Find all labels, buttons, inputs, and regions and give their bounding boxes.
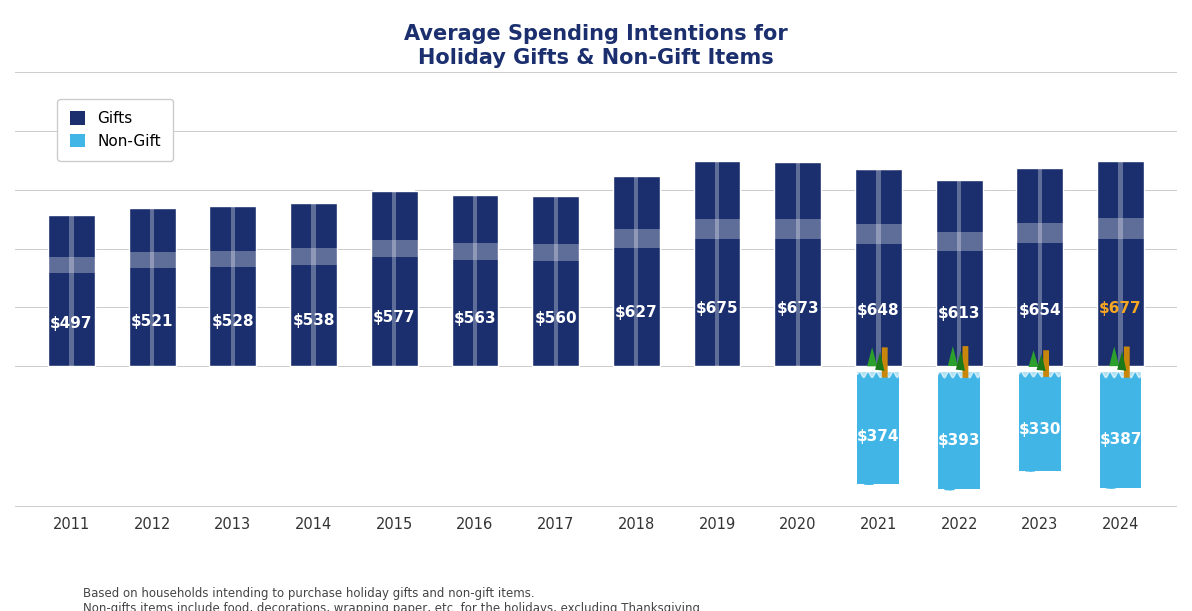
Text: $560: $560 — [534, 311, 577, 326]
Bar — [1017, 167, 1063, 366]
Polygon shape — [857, 369, 900, 378]
Bar — [129, 208, 175, 366]
Bar — [452, 243, 498, 260]
Text: $521: $521 — [131, 314, 173, 329]
Text: $577: $577 — [373, 310, 416, 324]
Text: $613: $613 — [938, 307, 980, 321]
Legend: Gifts, Non-Gift: Gifts, Non-Gift — [57, 99, 173, 161]
Bar — [452, 195, 498, 366]
Text: 2012: 2012 — [134, 516, 170, 532]
Text: $654: $654 — [1018, 303, 1061, 318]
Text: $673: $673 — [776, 301, 819, 316]
Text: 2020: 2020 — [780, 516, 817, 532]
Bar — [48, 257, 95, 273]
Text: 2015: 2015 — [375, 516, 412, 532]
Bar — [311, 203, 316, 366]
Bar — [857, 372, 900, 484]
Bar — [855, 224, 902, 244]
Bar — [473, 195, 477, 366]
Text: $538: $538 — [292, 313, 335, 328]
Text: 2023: 2023 — [1022, 516, 1058, 532]
Text: 2011: 2011 — [52, 516, 91, 532]
Polygon shape — [1110, 346, 1119, 366]
Bar — [1019, 372, 1061, 470]
Text: 2014: 2014 — [294, 516, 333, 532]
Text: $528: $528 — [211, 313, 254, 329]
Polygon shape — [867, 347, 877, 367]
Bar — [290, 203, 337, 366]
FancyBboxPatch shape — [882, 347, 888, 378]
Polygon shape — [1037, 354, 1045, 371]
Text: $677: $677 — [1099, 301, 1142, 316]
Text: 2016: 2016 — [457, 516, 493, 532]
FancyBboxPatch shape — [1043, 350, 1049, 377]
Text: 2021: 2021 — [859, 516, 898, 532]
Polygon shape — [956, 351, 966, 371]
Bar — [371, 191, 417, 366]
Bar — [69, 215, 74, 366]
Polygon shape — [1117, 351, 1126, 371]
Text: Based on households intending to purchase holiday gifts and non-gift items.
Non-: Based on households intending to purchas… — [83, 587, 704, 611]
Bar — [1097, 218, 1144, 239]
Bar — [876, 169, 881, 366]
Bar — [694, 219, 740, 239]
Text: 2018: 2018 — [617, 516, 654, 532]
Bar — [210, 206, 256, 366]
Bar — [634, 176, 639, 366]
Bar — [129, 252, 175, 268]
Bar — [290, 249, 337, 265]
Text: 2013: 2013 — [215, 516, 252, 532]
Bar — [231, 206, 235, 366]
Bar — [1118, 161, 1123, 366]
Text: 2022: 2022 — [940, 516, 977, 532]
Bar — [553, 196, 558, 366]
Bar — [1097, 161, 1144, 366]
Bar — [371, 240, 417, 257]
Text: $627: $627 — [615, 306, 658, 320]
Text: Average Spending Intentions for
Holiday Gifts & Non-Gift Items: Average Spending Intentions for Holiday … — [404, 24, 788, 68]
Text: $648: $648 — [857, 304, 900, 318]
Polygon shape — [938, 369, 980, 378]
Polygon shape — [875, 352, 884, 371]
Text: 2024: 2024 — [1101, 516, 1140, 532]
Bar — [795, 162, 800, 366]
Bar — [936, 180, 982, 366]
Polygon shape — [1099, 369, 1142, 378]
Bar — [775, 219, 821, 240]
Polygon shape — [948, 346, 958, 366]
Polygon shape — [1029, 350, 1038, 367]
Text: $330: $330 — [1019, 422, 1061, 437]
Text: $675: $675 — [696, 301, 738, 316]
Bar — [855, 169, 902, 366]
Text: $393: $393 — [938, 433, 980, 448]
Bar — [533, 196, 579, 366]
Text: $374: $374 — [857, 430, 900, 444]
Bar — [1099, 372, 1142, 488]
Bar — [392, 191, 397, 366]
Polygon shape — [1019, 370, 1061, 377]
Text: 2019: 2019 — [699, 516, 735, 532]
Bar — [533, 244, 579, 261]
Bar — [715, 161, 719, 366]
Bar — [938, 372, 980, 489]
Bar — [613, 176, 659, 366]
Text: $563: $563 — [454, 311, 496, 326]
FancyBboxPatch shape — [1124, 346, 1130, 378]
Bar — [150, 208, 154, 366]
Text: 2017: 2017 — [536, 516, 575, 532]
Text: $387: $387 — [1099, 431, 1142, 447]
Bar — [1017, 223, 1063, 243]
Bar — [48, 215, 95, 366]
Bar — [957, 180, 961, 366]
Bar — [210, 251, 256, 266]
Text: $497: $497 — [50, 316, 93, 331]
Bar — [694, 161, 740, 366]
FancyBboxPatch shape — [962, 346, 968, 378]
Bar — [1038, 167, 1042, 366]
Bar — [775, 162, 821, 366]
Bar — [936, 232, 982, 251]
Bar — [613, 229, 659, 248]
